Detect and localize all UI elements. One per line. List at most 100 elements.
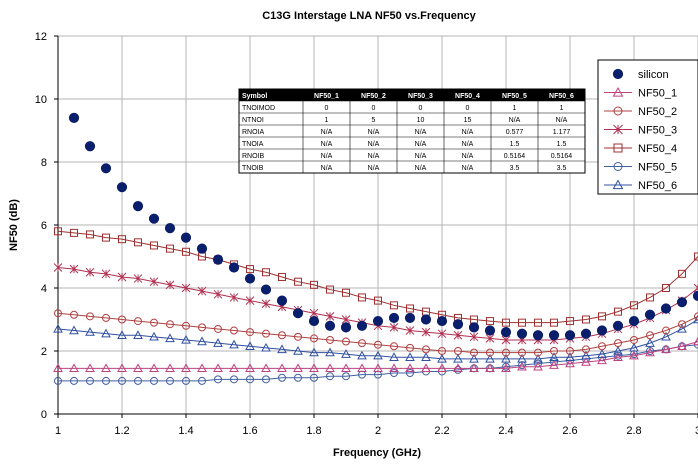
x-tick-label: 2.2 — [434, 425, 449, 437]
table-cell: 1.5 — [510, 141, 520, 148]
data-point — [69, 264, 79, 274]
data-point — [453, 353, 463, 363]
data-point — [70, 376, 78, 385]
data-point — [485, 353, 495, 363]
data-point — [405, 326, 415, 335]
table-cell: 1 — [325, 117, 329, 124]
parameter-table: Symbol NF50_1 NF50_2 NF50_3 NF50_4 NF50_5 NF50… — [238, 88, 586, 174]
data-point — [149, 363, 159, 373]
data-point — [326, 335, 334, 344]
x-tick-label: 1.8 — [306, 425, 321, 437]
data-point — [341, 363, 351, 373]
data-point — [324, 320, 336, 331]
x-tick-label: 2.8 — [626, 425, 641, 437]
table-cell: N/A — [415, 153, 427, 160]
legend-item-nf50_2: NF50_2 — [604, 106, 677, 118]
data-point — [150, 241, 158, 250]
data-point — [533, 353, 543, 363]
data-point — [421, 352, 431, 361]
data-point — [198, 323, 206, 332]
data-point — [84, 141, 96, 152]
data-point — [342, 288, 350, 297]
data-point — [693, 283, 698, 293]
data-point — [549, 360, 559, 369]
y-axis-label: NF50 (dB) — [8, 199, 20, 251]
data-point — [501, 335, 511, 345]
data-point — [677, 341, 687, 350]
data-point — [116, 182, 128, 193]
legend-marker — [613, 106, 623, 116]
y-tick-label: 2 — [41, 346, 47, 358]
data-point — [646, 347, 654, 355]
table-header-cell: NF50_6 — [549, 93, 574, 100]
data-point — [310, 280, 318, 289]
data-point — [310, 373, 318, 382]
data-point — [182, 321, 190, 330]
data-point — [70, 310, 78, 319]
data-point — [85, 327, 95, 336]
table-header-bg — [239, 89, 585, 101]
data-point — [454, 347, 462, 355]
data-point — [485, 363, 495, 373]
legend-label: NF50_3 — [638, 125, 677, 137]
data-point — [117, 363, 127, 373]
table-cell: 0 — [372, 105, 376, 112]
legend-label: NF50_4 — [638, 143, 677, 155]
data-point — [182, 247, 190, 256]
y-tick-label: 10 — [35, 94, 47, 106]
data-point — [676, 297, 688, 308]
data-point — [517, 361, 527, 371]
data-point — [214, 375, 222, 384]
data-point — [213, 289, 223, 299]
data-point — [390, 301, 398, 310]
data-point — [644, 309, 656, 320]
table-cell: N/A — [462, 129, 474, 136]
data-point — [550, 347, 558, 355]
data-point — [614, 339, 622, 348]
data-point — [629, 350, 639, 360]
data-point — [374, 340, 382, 349]
data-point — [134, 317, 142, 326]
table-header-cell: NF50_5 — [502, 93, 527, 100]
data-point — [308, 315, 320, 327]
data-point — [470, 348, 478, 357]
table-cell: 10 — [417, 117, 425, 124]
data-point — [166, 376, 174, 385]
data-point — [292, 308, 304, 319]
data-point — [437, 353, 447, 363]
table-cell: N/A — [321, 153, 333, 160]
legend-item-nf50_6: NF50_6 — [604, 179, 677, 192]
legend-label: silicon — [638, 69, 669, 81]
table-cell: TNOIA — [242, 141, 264, 148]
chart-title: C13G Interstage LNA NF50 vs.Frequency — [262, 10, 476, 22]
data-point — [469, 363, 479, 373]
data-point — [580, 328, 592, 339]
table-cell: 1 — [513, 105, 517, 112]
table-cell: NTNOI — [242, 117, 264, 124]
data-point — [582, 345, 590, 354]
data-point — [341, 349, 351, 358]
data-point — [181, 363, 191, 373]
data-point — [277, 344, 287, 354]
table-header-cell: NF50_3 — [408, 93, 433, 100]
data-point — [181, 283, 191, 293]
axes — [54, 35, 698, 418]
legend-marker — [612, 179, 624, 190]
data-point — [358, 293, 366, 302]
y-tick-label: 6 — [41, 220, 47, 232]
data-point — [150, 318, 158, 327]
data-point — [197, 363, 207, 373]
table-cell: N/A — [321, 165, 333, 172]
y-tick-label: 12 — [35, 31, 47, 43]
legend-label: NF50_5 — [638, 162, 677, 174]
series-silicon — [68, 112, 698, 341]
data-point — [133, 363, 143, 373]
data-point — [437, 329, 447, 339]
data-point — [101, 363, 111, 373]
table-cell: N/A — [509, 117, 521, 124]
data-point — [452, 319, 464, 330]
data-point — [500, 327, 512, 338]
legend-label: NF50_6 — [638, 180, 677, 192]
data-point — [548, 330, 560, 341]
